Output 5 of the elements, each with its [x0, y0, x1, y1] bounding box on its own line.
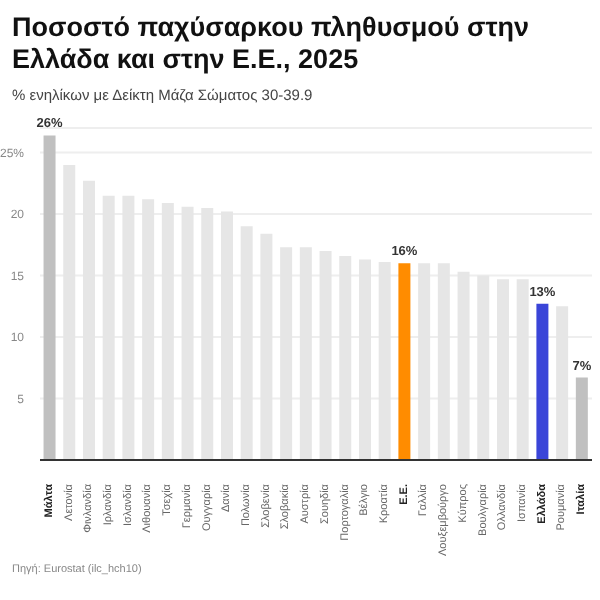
- bar: [398, 263, 411, 460]
- bar: [536, 303, 549, 460]
- chart-title: Ποσοστό παχύσαρκου πληθυσμού στην Ελλάδα και στην Ε.Ε., 2025: [10, 10, 532, 76]
- bar: [575, 377, 588, 460]
- bar: [43, 135, 56, 460]
